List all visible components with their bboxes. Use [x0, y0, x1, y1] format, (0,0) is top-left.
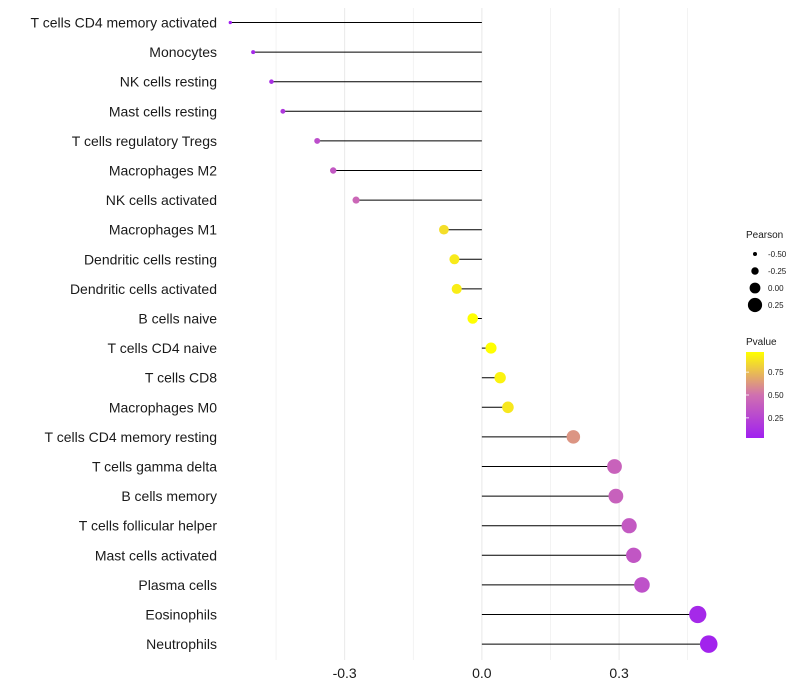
category-label: T cells regulatory Tregs	[72, 133, 217, 149]
pvalue-legend-label: 0.50	[768, 391, 784, 400]
dot-layer	[228, 20, 718, 653]
lollipop-point	[502, 401, 514, 414]
lollipop-point	[352, 196, 360, 204]
lollipop-point	[626, 547, 642, 563]
pearson-legend-title: Pearson	[746, 230, 783, 241]
category-label: Dendritic cells activated	[70, 281, 217, 297]
category-label: T cells gamma delta	[92, 459, 217, 475]
category-label: Dendritic cells resting	[84, 251, 217, 267]
category-label: T cells follicular helper	[79, 518, 218, 534]
lollipop-point	[449, 254, 460, 265]
lollipop-point	[608, 488, 624, 504]
lollipop-point	[607, 459, 622, 474]
stem-layer	[230, 22, 709, 645]
lollipop-point	[228, 20, 232, 25]
pvalue-legend: Pvalue 0.75 0.50 0.25	[746, 337, 784, 438]
category-label: Mast cells activated	[95, 547, 217, 563]
lollipop-point	[439, 224, 449, 235]
category-label: Neutrophils	[146, 636, 217, 652]
lollipop-point	[621, 518, 637, 534]
pearson-legend-label: -0.25	[768, 267, 787, 276]
category-label: Monocytes	[149, 44, 217, 60]
lollipop-point	[699, 635, 718, 653]
category-label: Macrophages M1	[109, 222, 217, 238]
x-tick-label: -0.3	[333, 665, 357, 681]
pearson-legend-key	[751, 267, 759, 275]
pearson-legend-label: 0.00	[768, 284, 784, 293]
category-labels: T cells CD4 memory activated Monocytes NK …	[31, 15, 218, 653]
category-label: B cells naive	[138, 311, 217, 327]
category-label: Macrophages M2	[109, 163, 217, 179]
pearson-legend-key	[749, 282, 761, 294]
x-tick-label: 0.3	[609, 665, 629, 681]
lollipop-point	[330, 167, 337, 174]
category-label: Plasma cells	[138, 577, 217, 593]
pvalue-legend-title: Pvalue	[746, 337, 777, 348]
category-label: T cells CD4 memory activated	[31, 15, 217, 31]
category-label: B cells memory	[121, 488, 217, 504]
category-label: T cells CD8	[145, 370, 217, 386]
category-label: Mast cells resting	[109, 103, 217, 119]
pearson-legend-key	[752, 251, 758, 257]
lollipop-point	[634, 577, 650, 593]
pearson-legend-label: -0.50	[768, 250, 787, 259]
x-tick-label: 0.0	[472, 665, 492, 681]
pvalue-legend-label: 0.25	[768, 414, 784, 423]
pearson-legend: Pearson -0.50 -0.25 0.00 0.25	[746, 230, 787, 313]
lollipop-point	[314, 137, 321, 144]
category-label: Eosinophils	[145, 607, 217, 623]
category-label: T cells CD4 naive	[108, 340, 218, 356]
lollipop-point	[566, 430, 581, 444]
lollipop-point	[689, 605, 707, 624]
pearson-legend-label: 0.25	[768, 301, 784, 310]
category-label: T cells CD4 memory resting	[45, 429, 217, 445]
lollipop-point	[269, 79, 274, 84]
grid-layer	[275, 8, 688, 660]
category-label: Macrophages M0	[109, 399, 217, 415]
pvalue-colorbar	[746, 352, 764, 438]
x-axis-ticks: -0.3 0.0 0.3	[333, 665, 629, 681]
lollipop-point	[451, 283, 462, 294]
lollipop-point	[280, 108, 286, 114]
category-label: NK cells resting	[120, 74, 217, 90]
lollipop-point	[467, 313, 478, 324]
lollipop-point	[251, 50, 256, 55]
lollipop-point	[485, 342, 497, 354]
pvalue-legend-label: 0.75	[768, 368, 784, 377]
category-label: NK cells activated	[106, 192, 217, 208]
lollipop-point	[494, 372, 506, 384]
pearson-legend-key	[747, 297, 763, 313]
